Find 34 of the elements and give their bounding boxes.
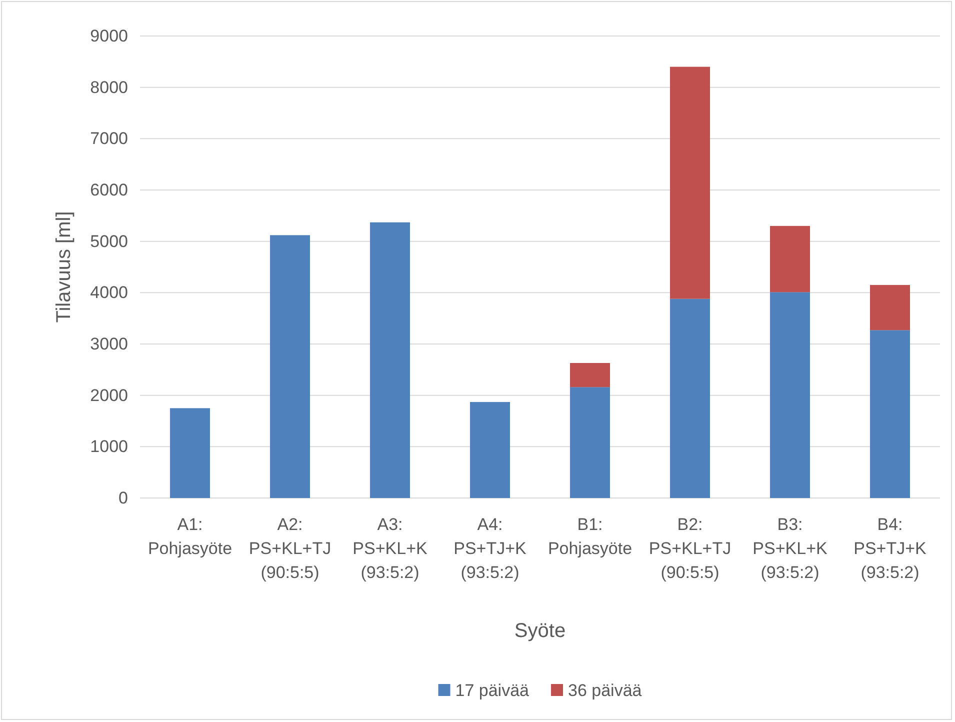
bar — [570, 387, 610, 498]
y-tick-label: 9000 — [90, 26, 128, 46]
bar — [670, 298, 710, 498]
x-tick-label: A4: PS+TJ+K (93:5:2) — [454, 515, 528, 582]
y-tick-label: 3000 — [90, 334, 128, 354]
y-tick-label: 2000 — [90, 386, 128, 405]
bar — [370, 222, 410, 498]
x-tick-label: B2: PS+KL+TJ (90:5:5) — [648, 515, 732, 582]
legend-label: 36 päivää — [568, 681, 642, 700]
y-tick-label: 4000 — [90, 283, 128, 302]
bar — [470, 402, 510, 498]
x-axis-title: Syöte — [514, 620, 566, 642]
x-tick-label: A1: Pohjasyöte — [148, 515, 232, 558]
y-tick-label: 7000 — [90, 129, 128, 148]
bar — [670, 66, 710, 299]
bar — [170, 408, 210, 498]
x-tick-label: B3: PS+KL+K (93:5:2) — [752, 515, 828, 582]
y-tick-label: 0 — [118, 488, 128, 508]
bar — [570, 362, 610, 388]
bar — [870, 330, 910, 498]
y-tick-label: 1000 — [90, 437, 128, 456]
y-tick-label: 5000 — [90, 232, 128, 251]
y-axis-title: Tilavuus [ml] — [53, 211, 75, 323]
y-tick-label: 8000 — [90, 78, 128, 97]
x-tick-label: B4: PS+TJ+K (93:5:2) — [854, 515, 928, 582]
legend-label: 17 päivää — [455, 681, 530, 700]
bar — [270, 235, 310, 498]
x-tick-label: A2: PS+KL+TJ (90:5:5) — [248, 515, 332, 582]
x-tick-label: A3: PS+KL+K (93:5:2) — [352, 515, 428, 582]
bar — [870, 284, 910, 330]
bar — [770, 292, 810, 498]
x-tick-label: B1: Pohjasyöte — [548, 515, 632, 558]
bar — [770, 226, 810, 292]
y-tick-label: 6000 — [90, 180, 128, 200]
